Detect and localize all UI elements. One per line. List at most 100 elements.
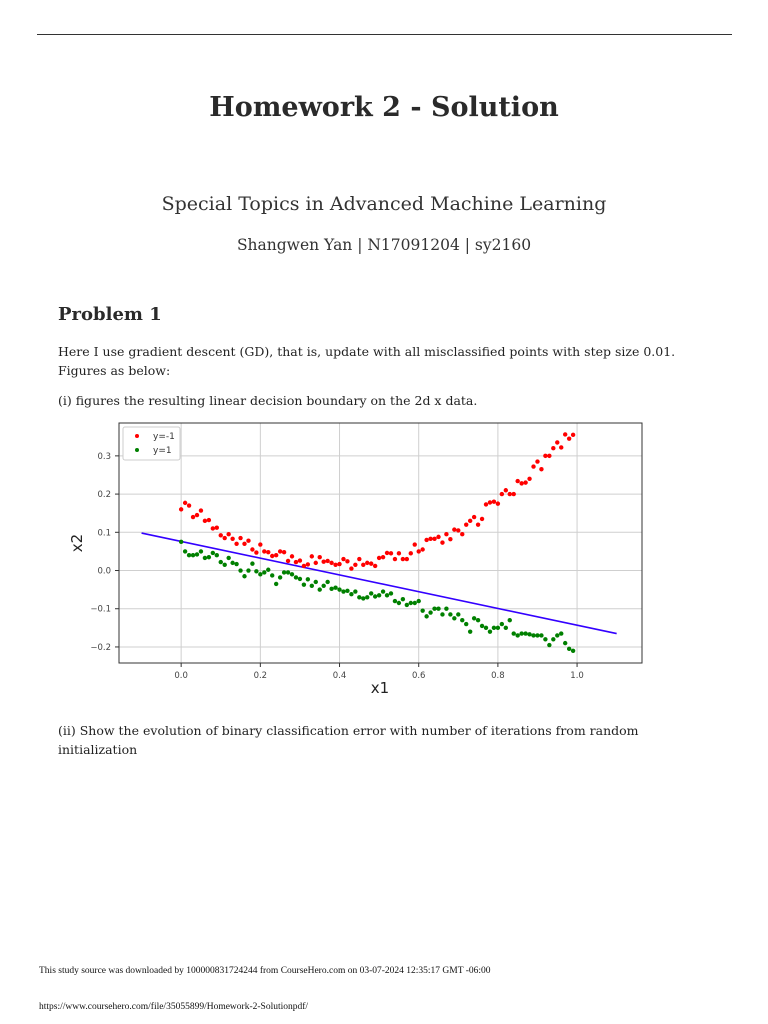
point-class-neg bbox=[345, 559, 350, 564]
point-class-neg bbox=[515, 478, 520, 484]
point-class-neg bbox=[337, 561, 342, 567]
point-class-neg bbox=[368, 561, 374, 566]
point-class-neg bbox=[349, 566, 354, 571]
point-class-pos bbox=[238, 568, 243, 573]
point-class-pos bbox=[178, 539, 184, 545]
point-class-pos bbox=[230, 560, 235, 566]
point-class-neg bbox=[543, 453, 548, 459]
point-class-pos bbox=[289, 572, 295, 577]
point-class-neg bbox=[404, 556, 410, 562]
point-class-neg bbox=[293, 559, 299, 565]
point-class-pos bbox=[194, 552, 200, 557]
point-class-pos bbox=[388, 591, 394, 596]
point-class-neg bbox=[186, 503, 192, 508]
paragraph-method: Here I use gradient descent (GD), that i… bbox=[58, 344, 676, 378]
point-class-pos bbox=[400, 596, 406, 602]
point-class-pos bbox=[321, 583, 326, 589]
point-class-neg bbox=[190, 514, 196, 520]
point-class-pos bbox=[333, 585, 338, 590]
point-class-neg bbox=[246, 538, 251, 543]
point-class-pos bbox=[495, 625, 501, 631]
point-class-neg bbox=[214, 525, 219, 530]
point-class-pos bbox=[349, 592, 354, 597]
point-class-pos bbox=[432, 606, 437, 611]
point-class-neg bbox=[523, 480, 528, 485]
point-class-pos bbox=[202, 555, 208, 561]
point-class-pos bbox=[357, 595, 362, 600]
source-url[interactable]: https://www.coursehero.com/file/35055899… bbox=[39, 1002, 309, 1012]
x-tick-label: 0.6 bbox=[412, 671, 426, 681]
point-class-neg bbox=[487, 500, 493, 505]
point-class-neg bbox=[305, 562, 311, 567]
point-class-pos bbox=[503, 625, 509, 631]
point-class-pos bbox=[317, 587, 322, 592]
point-class-neg bbox=[555, 440, 560, 445]
point-class-neg bbox=[467, 518, 473, 524]
point-class-pos bbox=[345, 588, 350, 593]
x-tick-label: 0.2 bbox=[254, 671, 268, 681]
point-class-neg bbox=[452, 527, 457, 532]
point-class-neg bbox=[333, 562, 338, 567]
point-class-pos bbox=[562, 640, 568, 646]
point-class-pos bbox=[491, 625, 497, 631]
point-class-pos bbox=[475, 617, 481, 623]
point-class-pos bbox=[436, 606, 441, 611]
point-class-neg bbox=[412, 542, 417, 547]
point-class-neg bbox=[361, 562, 366, 567]
point-class-neg bbox=[440, 540, 445, 545]
point-class-neg bbox=[562, 432, 568, 437]
point-class-pos bbox=[507, 617, 512, 623]
point-class-neg bbox=[464, 522, 469, 527]
point-class-neg bbox=[507, 491, 512, 497]
point-class-neg bbox=[380, 554, 386, 560]
point-class-pos bbox=[186, 553, 192, 558]
point-class-neg bbox=[519, 481, 524, 486]
point-class-pos bbox=[353, 589, 358, 594]
y-tick-label: 0.1 bbox=[97, 528, 111, 538]
point-class-neg bbox=[262, 549, 267, 554]
point-class-neg bbox=[325, 558, 330, 564]
plot-frame bbox=[118, 422, 643, 664]
point-class-neg bbox=[539, 467, 544, 472]
point-class-pos bbox=[266, 567, 271, 572]
point-class-neg bbox=[198, 508, 204, 513]
point-class-neg bbox=[396, 551, 402, 556]
y-axis-label: x2 bbox=[68, 534, 86, 552]
point-class-pos bbox=[297, 576, 303, 582]
x-tick-label: 1.0 bbox=[570, 671, 584, 681]
point-class-pos bbox=[309, 583, 315, 589]
point-class-neg bbox=[448, 536, 453, 542]
point-class-pos bbox=[543, 637, 548, 642]
point-class-neg bbox=[258, 542, 263, 547]
point-class-neg bbox=[210, 526, 216, 531]
point-class-pos bbox=[273, 581, 279, 587]
point-class-neg bbox=[357, 556, 362, 562]
point-class-neg bbox=[266, 549, 271, 555]
legend-label-neg: y=-1 bbox=[153, 432, 175, 442]
point-class-pos bbox=[440, 612, 445, 617]
point-class-pos bbox=[226, 555, 231, 561]
point-class-neg bbox=[226, 532, 231, 537]
point-class-pos bbox=[527, 632, 532, 637]
point-class-neg bbox=[384, 550, 390, 556]
point-class-neg bbox=[471, 514, 477, 520]
point-class-neg bbox=[285, 558, 291, 564]
point-class-pos bbox=[337, 587, 342, 592]
point-class-neg bbox=[273, 553, 279, 558]
point-class-pos bbox=[329, 586, 334, 592]
point-class-pos bbox=[285, 570, 291, 575]
point-class-pos bbox=[198, 549, 204, 554]
point-class-neg bbox=[242, 541, 247, 546]
point-class-neg bbox=[218, 533, 223, 538]
x-axis-label: x1 bbox=[371, 679, 389, 697]
point-class-pos bbox=[384, 593, 390, 598]
axis-ticks: 0.0 0.2 0.4 0.6 0.8 1.0 0.3 0.2 0.1 0.0 −0.1 −0.2 bbox=[90, 452, 583, 681]
point-class-pos bbox=[254, 569, 259, 574]
point-class-neg bbox=[270, 553, 275, 559]
point-class-neg bbox=[182, 500, 188, 506]
point-class-neg bbox=[551, 446, 556, 451]
point-class-neg bbox=[372, 563, 378, 569]
y-tick-label: 0.0 bbox=[97, 567, 111, 577]
x-tick-label: 0.0 bbox=[174, 671, 188, 681]
point-class-neg bbox=[388, 551, 394, 556]
